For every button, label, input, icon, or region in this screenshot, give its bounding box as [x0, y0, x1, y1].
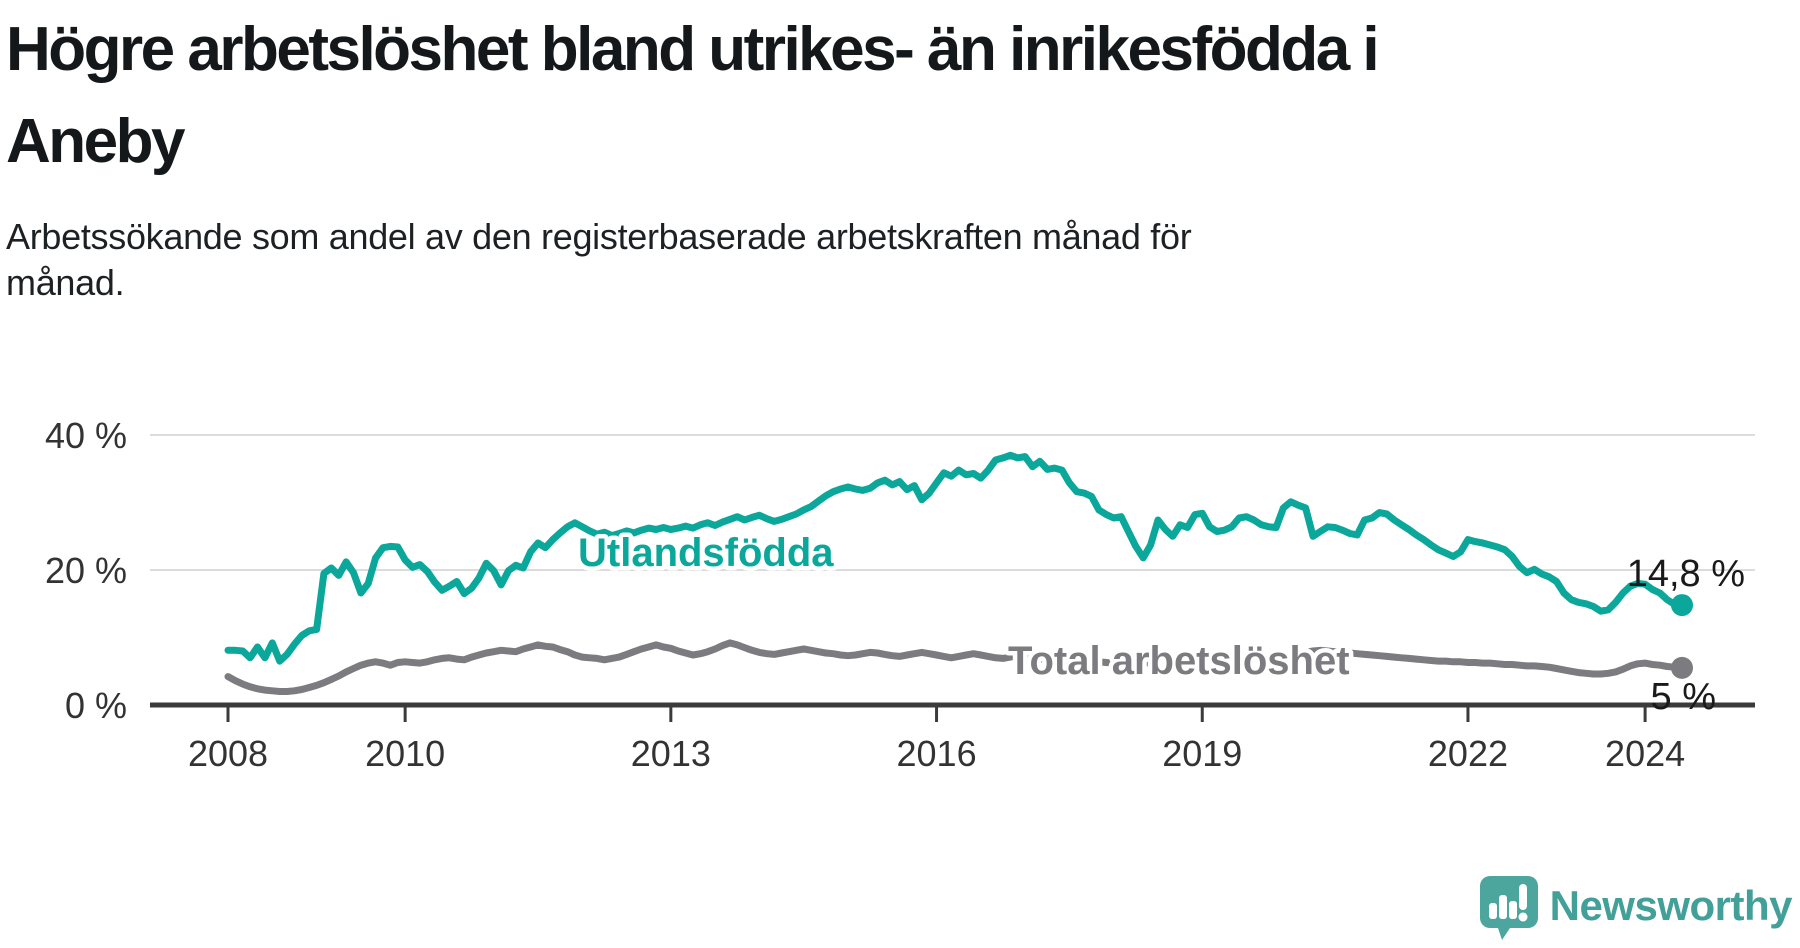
series-line-total	[224, 639, 1686, 695]
series-label-utlandsfodda: Utlandsfödda	[578, 531, 834, 575]
x-axis-label-2019: 2019	[1162, 733, 1242, 774]
x-axis-label-2008: 2008	[188, 733, 268, 774]
y-axis-label-0: 0 %	[65, 685, 127, 726]
series-end-dot-total	[1671, 656, 1693, 679]
chart-subtitle-line1: Arbetssökande som andel av den registerb…	[6, 216, 1192, 257]
page-title-line1: Högre arbetslöshet bland utrikes- än inr…	[6, 15, 1380, 84]
x-axis-label-2016: 2016	[897, 733, 977, 774]
end-value-label-total: 5 %	[1651, 676, 1716, 718]
x-axis-label-2013: 2013	[631, 733, 711, 774]
newsworthy-logo: Newsworthy	[1478, 870, 1793, 942]
y-axis-label-20: 20 %	[45, 550, 127, 591]
page-title-line2: Aneby	[6, 107, 185, 176]
chart-subtitle-line2: månad.	[6, 262, 125, 303]
chart-subtitle: Arbetssökande som andel av den registerb…	[6, 214, 1192, 306]
x-axis-label-2024: 2024	[1605, 733, 1685, 774]
newsworthy-bubble-chart-icon	[1479, 876, 1538, 940]
x-axis-label-2022: 2022	[1428, 733, 1508, 774]
newsworthy-brand-text: Newsworthy	[1549, 882, 1793, 929]
y-axis-label-40: 40 %	[45, 415, 127, 456]
chart-header: Högre arbetslöshet bland utrikes- än inr…	[6, 4, 1380, 188]
end-value-label-utlandsfodda: 14,8 %	[1627, 553, 1745, 595]
series-end-dot-utlandsfodda	[1671, 594, 1693, 617]
x-axis-label-2010: 2010	[365, 733, 445, 774]
series-line-utlandsfodda	[224, 451, 1686, 665]
series-label-total: Total arbetslöshet	[1008, 639, 1350, 683]
